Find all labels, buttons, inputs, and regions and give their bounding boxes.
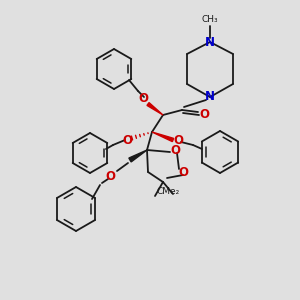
Text: O: O bbox=[170, 143, 180, 157]
Text: O: O bbox=[173, 134, 183, 148]
Text: N: N bbox=[205, 91, 215, 103]
Text: O: O bbox=[105, 169, 115, 182]
Text: O: O bbox=[199, 107, 209, 121]
Polygon shape bbox=[152, 132, 174, 142]
Text: N: N bbox=[205, 35, 215, 49]
Polygon shape bbox=[129, 150, 147, 162]
Text: CMe₂: CMe₂ bbox=[156, 188, 180, 196]
Text: O: O bbox=[138, 92, 148, 106]
Text: O: O bbox=[178, 166, 188, 178]
Text: O: O bbox=[122, 134, 132, 146]
Polygon shape bbox=[147, 103, 163, 115]
Text: CH₃: CH₃ bbox=[202, 14, 218, 23]
